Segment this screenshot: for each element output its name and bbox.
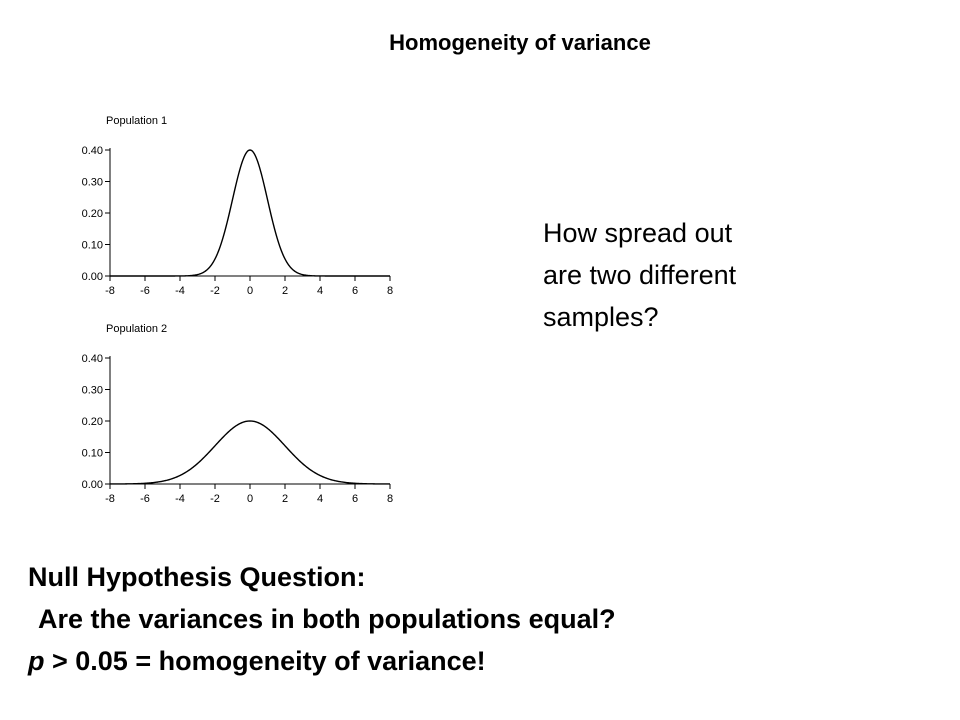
population-1-chart: Population 1 0.00 0.10 0.20 0.30 0.40 -8 -6 -4 -2… bbox=[82, 115, 393, 297]
chart-2-x-tick-label: 6 bbox=[352, 493, 358, 505]
null-hypothesis-question: Are the variances in both populations eq… bbox=[38, 604, 616, 634]
chart-1-y-tick-label: 0.40 bbox=[82, 145, 103, 157]
side-question: How spread out are two different samples… bbox=[543, 212, 823, 338]
chart-1-title: Population 1 bbox=[106, 115, 167, 127]
chart-1-x-tick-label: 6 bbox=[352, 285, 358, 297]
chart-2-x-tick-label: -2 bbox=[210, 493, 220, 505]
side-question-line: are two different bbox=[543, 260, 737, 290]
slide-title: Homogeneity of variance bbox=[389, 30, 651, 55]
chart-2-x-tick-label: 8 bbox=[387, 493, 393, 505]
population-2-chart: Population 2 0.00 0.10 0.20 0.30 0.40 -8 -6 -4 -2… bbox=[82, 323, 393, 505]
chart-2-title: Population 2 bbox=[106, 323, 167, 335]
chart-1-x-tick-label: 2 bbox=[282, 285, 288, 297]
chart-1-x-tick-label: -4 bbox=[175, 285, 185, 297]
side-question-line: samples? bbox=[543, 302, 659, 332]
chart-1-y-tick-label: 0.20 bbox=[82, 208, 103, 220]
chart-1-y-tick-label: 0.00 bbox=[82, 271, 103, 283]
conclusion-line: p > 0.05 = homogeneity of variance! bbox=[28, 640, 616, 682]
chart-1-x-tick-label: 4 bbox=[317, 285, 323, 297]
chart-2-x-tick-label: -4 bbox=[175, 493, 185, 505]
chart-2-x-tick-label: 4 bbox=[317, 493, 323, 505]
null-hypothesis-heading: Null Hypothesis Question: bbox=[28, 562, 366, 592]
chart-1-x-tick-label: 8 bbox=[387, 285, 393, 297]
chart-2-x-tick-label: -8 bbox=[105, 493, 115, 505]
side-question-line: How spread out bbox=[543, 218, 733, 248]
chart-2-y-tick-label: 0.10 bbox=[82, 448, 103, 460]
chart-2-x-tick-label: 0 bbox=[247, 493, 253, 505]
chart-1-x-tick-label: -2 bbox=[210, 285, 220, 297]
chart-2-x-tick-label: -6 bbox=[140, 493, 150, 505]
chart-1-x-tick-label: -6 bbox=[140, 285, 150, 297]
chart-2-density-curve bbox=[110, 420, 390, 485]
chart-2-y-tick-label: 0.30 bbox=[82, 385, 103, 397]
chart-2-x-tick-label: 2 bbox=[282, 493, 288, 505]
chart-2-y-tick-label: 0.40 bbox=[82, 353, 103, 365]
chart-1-density-curve bbox=[110, 149, 390, 277]
chart-1-y-tick-label: 0.10 bbox=[82, 240, 103, 252]
chart-2-y-tick-label: 0.00 bbox=[82, 479, 103, 491]
null-hypothesis-block: Null Hypothesis Question: Are the varian… bbox=[28, 556, 616, 682]
chart-1-x-tick-label: 0 bbox=[247, 285, 253, 297]
conclusion-text: > 0.05 = homogeneity of variance! bbox=[44, 646, 486, 676]
p-symbol: p bbox=[28, 646, 45, 676]
chart-1-y-tick-label: 0.30 bbox=[82, 177, 103, 189]
chart-2-y-tick-label: 0.20 bbox=[82, 416, 103, 428]
chart-1-x-tick-label: -8 bbox=[105, 285, 115, 297]
